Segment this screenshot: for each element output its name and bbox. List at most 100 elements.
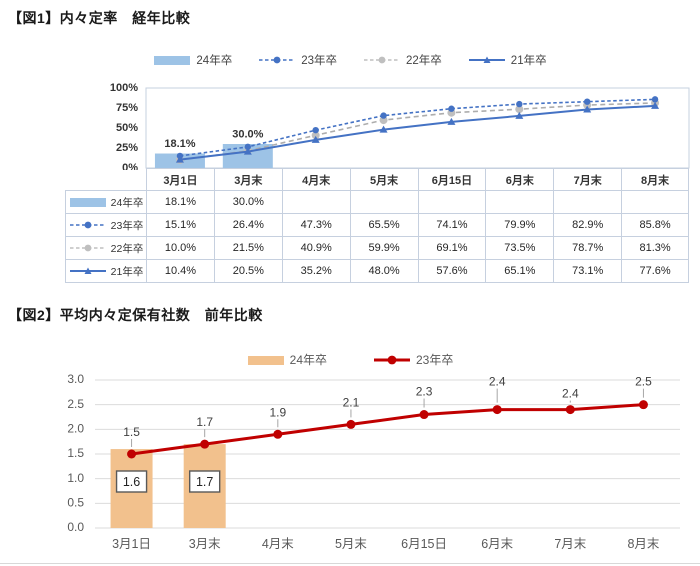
marker-21 bbox=[515, 111, 524, 119]
table-value-cell: 57.6% bbox=[417, 259, 486, 283]
marker-23 bbox=[516, 100, 523, 108]
table-value-cell: 20.5% bbox=[213, 259, 282, 283]
table-value-cell: 40.9% bbox=[281, 236, 350, 259]
legend-label: 23年卒 bbox=[301, 55, 337, 67]
table-value-cell: 77.6% bbox=[621, 259, 689, 283]
bar-legend-swatch-icon bbox=[247, 355, 284, 365]
marker-23 bbox=[419, 410, 429, 420]
marker-23 bbox=[380, 112, 387, 119]
figure2-chart: 3.0 2.5 2.0 1.5 1.0 0.5 0.0 1.6 1.7 1.5 1.7 1.9 2.1 2… bbox=[67, 372, 680, 551]
point-data-label: 2.5 bbox=[635, 375, 652, 389]
y-axis-tick-label: 0% bbox=[122, 162, 138, 170]
page-bottom-rule bbox=[0, 563, 700, 564]
table-value-cell: 10.4% bbox=[146, 259, 214, 283]
y-axis-tick-label: 1.5 bbox=[67, 446, 84, 460]
table-value-cell: 18.1% bbox=[146, 190, 214, 213]
dash-dot-legend-swatch-icon bbox=[69, 244, 106, 252]
point-data-label: 2.3 bbox=[416, 385, 433, 399]
y-axis-tick-label: 2.0 bbox=[67, 422, 84, 436]
table-value-cell: 30.0% bbox=[213, 190, 282, 213]
table-value-cell bbox=[281, 190, 350, 213]
table-value-cell: 82.9% bbox=[553, 213, 622, 236]
table-value-cell: 73.1% bbox=[553, 259, 622, 283]
x-axis-category-label: 6月15日 bbox=[401, 537, 447, 551]
solid-tri-legend-swatch-icon bbox=[468, 56, 505, 63]
table-series-key-cell: 22年卒 bbox=[65, 236, 146, 259]
triangle-marker bbox=[84, 267, 92, 274]
marker-23 bbox=[651, 96, 659, 103]
marker-22 bbox=[311, 131, 320, 140]
legend-label: 24年卒 bbox=[289, 353, 327, 367]
marker-23 bbox=[200, 439, 210, 449]
figure1-chart: 100% 75% 50% 25% 0% 18.1% 30.0% bbox=[110, 82, 690, 170]
figure1-legend: 24年卒 23年卒 22年卒 21年卒 bbox=[0, 52, 700, 68]
x-axis-category-label: 6月末 bbox=[481, 537, 513, 551]
marker-23 bbox=[583, 98, 591, 105]
x-axis-category-label: 7月末 bbox=[554, 537, 586, 551]
legend-label: 22年卒 bbox=[406, 55, 442, 67]
y-axis-tick-label: 50% bbox=[116, 122, 138, 134]
table-value-cell bbox=[621, 190, 689, 213]
table-series-key-cell: 24年卒 bbox=[65, 190, 146, 213]
table-value-cell bbox=[485, 190, 554, 213]
table-value-cell: 78.7% bbox=[553, 236, 622, 259]
marker-23 bbox=[638, 400, 648, 410]
marker-21 bbox=[447, 117, 456, 125]
marker-23 bbox=[565, 405, 575, 415]
table-value-cell: 59.9% bbox=[349, 236, 418, 259]
legend-label: 23年卒 bbox=[416, 353, 454, 367]
y-axis-tick-label: 75% bbox=[116, 102, 138, 114]
legend-item-23年卒: 23年卒 bbox=[373, 351, 453, 368]
bar-legend-swatch-icon bbox=[69, 198, 106, 207]
x-axis-category-label: 3月末 bbox=[189, 537, 221, 551]
series-key-label: 24年卒 bbox=[110, 196, 144, 209]
series-key-label: 23年卒 bbox=[110, 219, 144, 232]
dash-dot-legend-swatch-icon bbox=[69, 221, 106, 229]
legend-item-24年卒: 24年卒 bbox=[153, 52, 232, 68]
x-axis-category-cell: 7月末 bbox=[553, 168, 622, 190]
table-series-key-cell: 21年卒 bbox=[65, 259, 146, 283]
line-23 bbox=[131, 403, 644, 456]
table-value-cell: 15.1% bbox=[146, 213, 214, 236]
point-data-label: 1.5 bbox=[123, 425, 140, 439]
table-value-cell bbox=[553, 190, 622, 213]
table-value-cell: 65.5% bbox=[349, 213, 418, 236]
table-value-cell: 73.5% bbox=[485, 236, 554, 259]
bar-legend-swatch-icon bbox=[154, 56, 191, 65]
table-value-cell bbox=[349, 190, 418, 213]
series-key-label: 21年卒 bbox=[110, 265, 144, 278]
marker-21 bbox=[583, 105, 592, 113]
x-axis-category-label: 5月末 bbox=[335, 537, 367, 551]
table-value-cell: 74.1% bbox=[417, 213, 486, 236]
table-value-cell: 47.3% bbox=[281, 213, 350, 236]
figure2-legend: 24年卒 23年卒 bbox=[0, 351, 700, 368]
figure2-title: 【図2】平均内々定保有社数 前年比較 bbox=[8, 307, 263, 323]
y-axis-tick-label: 0.5 bbox=[67, 496, 84, 510]
y-axis-tick-label: 100% bbox=[110, 82, 138, 94]
point-data-label: 1.9 bbox=[269, 405, 286, 419]
dot-marker bbox=[273, 56, 281, 64]
marker-23 bbox=[273, 429, 283, 439]
x-axis-category-cell: 6月15日 bbox=[417, 168, 486, 190]
table-corner-cell bbox=[65, 168, 146, 189]
line-21年卒 bbox=[179, 104, 656, 161]
x-axis-category-label: 8月末 bbox=[627, 537, 659, 551]
legend-item-24年卒: 24年卒 bbox=[247, 351, 327, 368]
table-value-cell: 48.0% bbox=[349, 259, 418, 283]
x-axis-category-cell: 4月末 bbox=[281, 168, 350, 190]
bar-data-label: 30.0% bbox=[232, 129, 263, 141]
y-axis-tick-label: 25% bbox=[116, 142, 138, 154]
bar-label-box bbox=[188, 470, 221, 493]
x-axis-category-cell: 3月末 bbox=[213, 168, 282, 190]
bar-data-label: 18.1% bbox=[164, 138, 195, 150]
bar-boxed-label: 1.6 bbox=[123, 475, 140, 489]
legend-item-23年卒: 23年卒 bbox=[258, 52, 337, 68]
marker-23 bbox=[244, 143, 252, 151]
x-axis-category-label: 3月1日 bbox=[112, 537, 151, 551]
bar-label-box bbox=[115, 470, 148, 493]
legend-item-22年卒: 22年卒 bbox=[363, 52, 442, 68]
bar-swatch bbox=[247, 355, 284, 365]
table-value-cell: 79.9% bbox=[485, 213, 554, 236]
marker-21 bbox=[379, 125, 388, 133]
